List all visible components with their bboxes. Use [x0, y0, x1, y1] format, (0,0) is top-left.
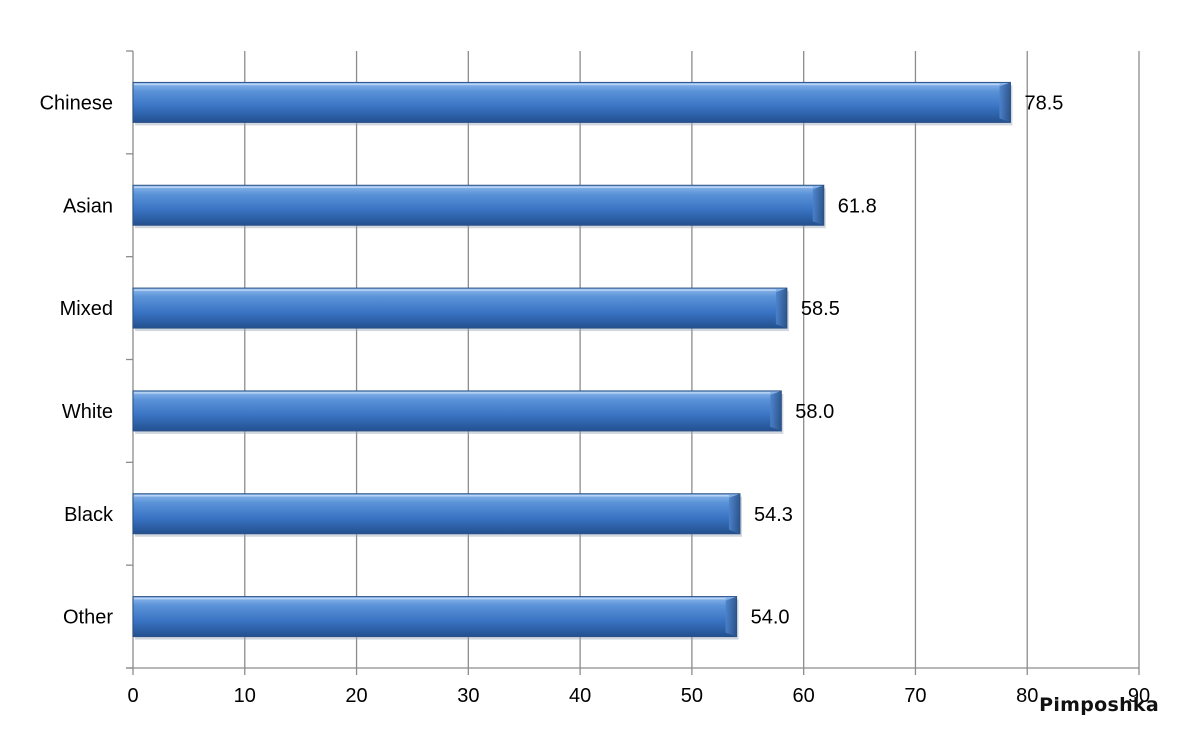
- value-label: 78.5: [1024, 92, 1063, 114]
- x-tick-label: 40: [569, 685, 591, 707]
- bars: [132, 81, 1013, 640]
- x-tick-label: 70: [904, 685, 926, 707]
- bar-black: [132, 493, 741, 535]
- watermark-text: Pimposhka: [1039, 694, 1159, 716]
- bar-end-cap: [770, 390, 782, 431]
- category-label: Asian: [63, 195, 113, 217]
- x-tick-label: 60: [793, 685, 815, 707]
- bar-end-cap: [999, 82, 1011, 123]
- category-label: Mixed: [60, 298, 113, 320]
- bar-white: [132, 390, 782, 432]
- bar-asian: [132, 184, 825, 226]
- axes: [126, 50, 1140, 675]
- x-tick-label: 80: [1016, 685, 1038, 707]
- labels: 0 10 20 30 40 50 60 70 80 90 Chinese 78.5 Asian 61.8 M…: [40, 92, 1151, 707]
- category-label: Chinese: [40, 92, 113, 114]
- bar-mixed: [132, 287, 788, 329]
- x-tick-label: 50: [681, 685, 703, 707]
- bar-other: [132, 596, 738, 638]
- x-tick-label: 20: [345, 685, 367, 707]
- x-tick-label: 90: [1128, 685, 1150, 707]
- x-tick-label: 10: [234, 685, 256, 707]
- x-tick-label: 30: [457, 685, 479, 707]
- value-label: 58.5: [801, 298, 840, 320]
- value-label: 58.0: [795, 401, 834, 423]
- category-label: Other: [63, 607, 113, 629]
- bar-end-cap: [812, 185, 824, 226]
- gridlines: [244, 51, 1140, 668]
- value-label: 54.3: [754, 504, 793, 526]
- bar-chinese: [132, 81, 1011, 123]
- category-label: Black: [64, 504, 114, 526]
- bar-end-cap: [725, 596, 737, 637]
- value-label: 61.8: [838, 195, 877, 217]
- bar-end-cap: [728, 493, 740, 534]
- x-tick-label: 0: [127, 685, 138, 707]
- bar-end-cap: [775, 288, 787, 329]
- value-label: 54.0: [751, 607, 790, 629]
- category-label: White: [62, 401, 113, 423]
